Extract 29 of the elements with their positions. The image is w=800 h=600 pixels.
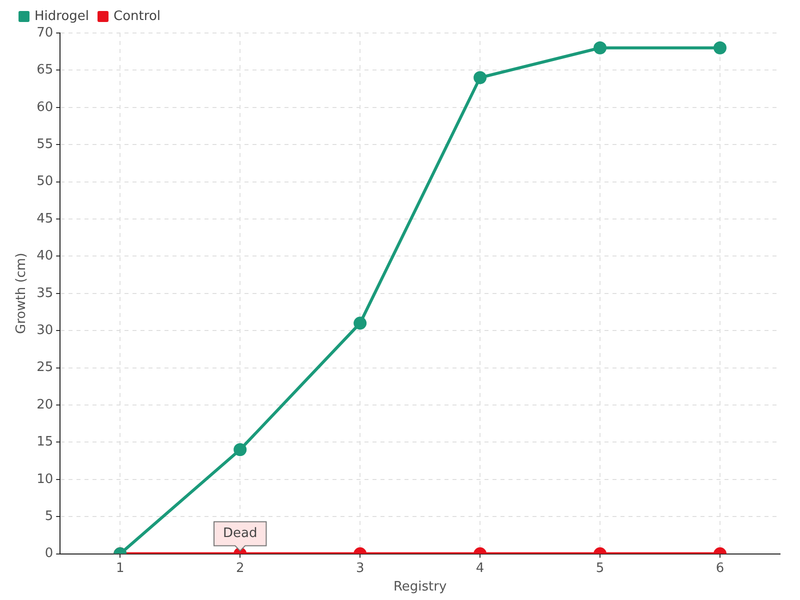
x-tick-label: 2 xyxy=(236,560,244,576)
y-tick-label: 30 xyxy=(36,322,54,338)
legend-label: Control xyxy=(114,8,161,24)
y-tick-label: 70 xyxy=(36,25,54,40)
y-tick-label: 5 xyxy=(44,508,54,524)
x-tick-label: 5 xyxy=(596,560,604,576)
point xyxy=(474,71,487,84)
x-tick-label: 1 xyxy=(116,560,124,576)
y-tick-label: 50 xyxy=(36,174,54,190)
legend-label: Hidrogel xyxy=(34,8,90,24)
x-tick-label: 3 xyxy=(356,560,364,576)
y-tick-label: 40 xyxy=(36,248,54,264)
annotation: Dead xyxy=(222,526,258,542)
x-tick-label: 6 xyxy=(716,560,724,576)
y-tick-label: 35 xyxy=(36,286,54,301)
x-axis-title: Registry xyxy=(393,580,447,595)
y-tick-label: 25 xyxy=(36,360,54,376)
y-tick-label: 45 xyxy=(36,211,54,226)
y-axis-title: Growth (cm) xyxy=(14,252,30,334)
x-tick-label: 4 xyxy=(476,560,484,576)
y-tick-label: 65 xyxy=(36,62,54,78)
point xyxy=(714,41,727,54)
point xyxy=(594,41,607,54)
y-tick-label: 60 xyxy=(36,100,54,115)
y-tick-label: 55 xyxy=(36,136,54,152)
y-tick-label: 20 xyxy=(36,397,54,412)
y-tick-label: 10 xyxy=(36,472,54,487)
y-tick-label: 0 xyxy=(44,546,54,562)
y-tick-label: 15 xyxy=(36,434,54,450)
